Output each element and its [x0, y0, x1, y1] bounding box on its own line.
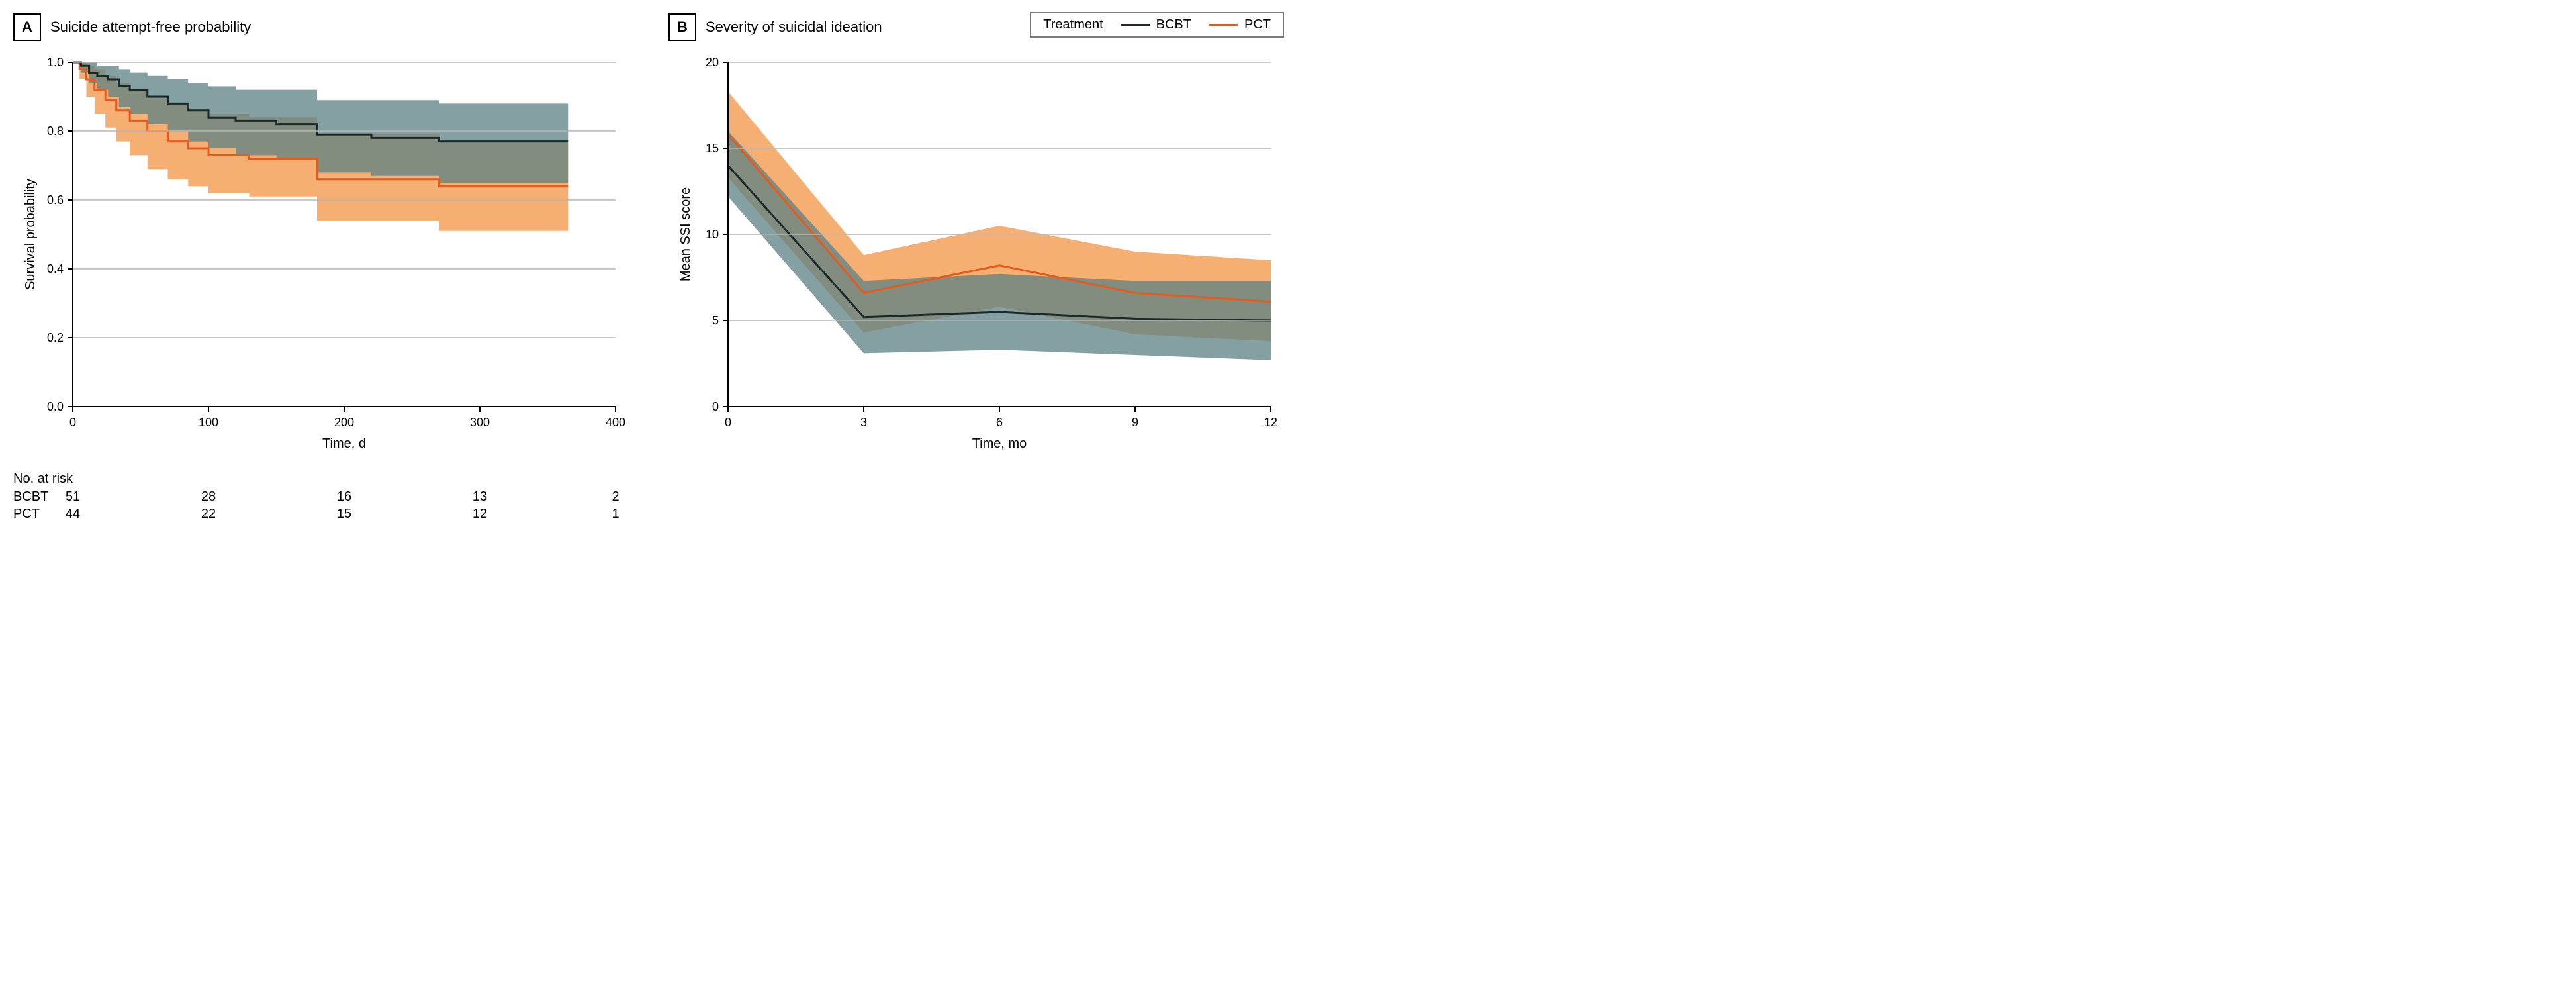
- risk-row: BCBT512816132: [13, 489, 629, 507]
- svg-text:Time, mo: Time, mo: [972, 436, 1027, 451]
- risk-table: No. at riskBCBT512816132PCT442215121: [13, 471, 629, 524]
- risk-table-header: No. at risk: [13, 471, 629, 487]
- svg-text:6: 6: [996, 416, 1003, 429]
- svg-text:0.6: 0.6: [47, 193, 64, 207]
- risk-value: 28: [201, 489, 216, 505]
- risk-row: PCT442215121: [13, 507, 629, 524]
- svg-text:300: 300: [470, 416, 490, 429]
- svg-text:10: 10: [706, 228, 719, 241]
- risk-value: 2: [612, 489, 619, 505]
- panel-b-title: Severity of suicidal ideation: [706, 19, 882, 36]
- panel-a: A Suicide attempt-free probability 0 100 2…: [13, 13, 629, 524]
- svg-text:0: 0: [69, 416, 76, 429]
- svg-text:0: 0: [712, 400, 719, 413]
- legend-item: BCBT: [1121, 17, 1191, 32]
- svg-text:3: 3: [860, 416, 867, 429]
- svg-text:0.4: 0.4: [47, 262, 64, 275]
- figure-container: A Suicide attempt-free probability 01002…: [13, 13, 2563, 524]
- svg-text:0.0: 0.0: [47, 400, 64, 413]
- risk-value: 22: [201, 507, 216, 522]
- legend: Treatment BCBT PCT: [1030, 12, 1284, 38]
- svg-text:0: 0: [725, 416, 731, 429]
- svg-text:0.8: 0.8: [47, 124, 64, 138]
- svg-text:9: 9: [1132, 416, 1138, 429]
- svg-text:Mean SSI score: Mean SSI score: [678, 187, 693, 281]
- svg-text:15: 15: [706, 142, 719, 155]
- risk-value: 12: [473, 507, 487, 522]
- panel-a-title: Suicide attempt-free probability: [50, 19, 251, 36]
- legend-swatch: [1121, 24, 1150, 26]
- panel-a-chart: 0 100 200 300 400 0.0 0.2 0.4 0.6 0.8 1.0 Time, d Su…: [13, 49, 629, 460]
- svg-text:Survival probability: Survival probability: [23, 179, 38, 290]
- legend-label: BCBT: [1156, 17, 1191, 32]
- svg-text:200: 200: [334, 416, 354, 429]
- panel-b-chart: 0 3 6 9 12 0 5 10 15 20 Time, mo Mean SSI score: [668, 49, 1284, 460]
- svg-text:400: 400: [606, 416, 625, 429]
- legend-item: PCT: [1209, 17, 1271, 32]
- svg-text:5: 5: [712, 314, 719, 327]
- panel-a-header: A Suicide attempt-free probability: [13, 13, 629, 41]
- svg-text:Time, d: Time, d: [322, 436, 366, 451]
- svg-text:12: 12: [1264, 416, 1277, 429]
- legend-title: Treatment: [1043, 17, 1103, 32]
- svg-text:1.0: 1.0: [47, 56, 64, 69]
- panel-b-letter: B: [668, 13, 696, 41]
- panel-a-letter: A: [13, 13, 41, 41]
- legend-label: PCT: [1244, 17, 1271, 32]
- risk-value: 13: [473, 489, 487, 505]
- panel-b: Treatment BCBT PCT B Severity of suicidal …: [668, 13, 1284, 460]
- risk-value: 1: [612, 507, 619, 522]
- svg-text:20: 20: [706, 56, 719, 69]
- risk-value: 15: [337, 507, 351, 522]
- svg-text:100: 100: [199, 416, 218, 429]
- legend-swatch: [1209, 24, 1238, 26]
- risk-value: 16: [337, 489, 351, 505]
- risk-value: 51: [66, 489, 80, 505]
- risk-value: 44: [66, 507, 80, 522]
- svg-text:0.2: 0.2: [47, 331, 64, 344]
